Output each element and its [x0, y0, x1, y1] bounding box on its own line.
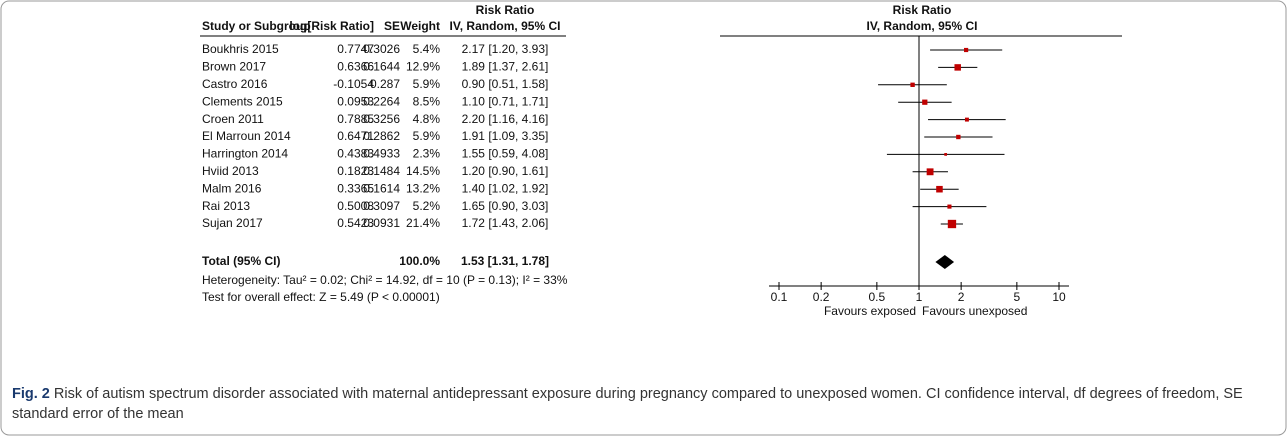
se: 0.2264: [363, 94, 400, 108]
se: 0.3097: [363, 199, 400, 213]
x-tick-label: 5: [1014, 290, 1021, 304]
log-rr: 0.5423: [337, 216, 374, 230]
x-tick-label: 0.1: [771, 290, 788, 304]
study-name: Clements 2015: [202, 94, 283, 108]
effect-square: [944, 153, 948, 156]
ci-label: 2.20 [1.16, 4.16]: [462, 112, 549, 126]
header: Weight: [400, 19, 440, 33]
log-rr: 0.7747: [337, 42, 374, 56]
weight: 12.9%: [406, 60, 440, 74]
header: Study or Subgroup: [202, 19, 311, 33]
ci-label: 1.20 [0.90, 1.61]: [462, 164, 549, 178]
effect-square: [922, 99, 928, 105]
ci-label: 1.65 [0.90, 3.03]: [462, 199, 549, 213]
weight: 21.4%: [406, 216, 440, 230]
ci-label: 1.10 [0.71, 1.71]: [462, 94, 549, 108]
weight: 13.2%: [406, 181, 440, 195]
se: 0.1614: [363, 181, 400, 195]
total-weight: 100.0%: [399, 254, 440, 268]
effect-square: [956, 134, 961, 140]
total-diamond: [935, 255, 955, 269]
effect-square: [964, 47, 969, 53]
study-name: Rai 2013: [202, 199, 250, 213]
weight: 5.9%: [413, 129, 441, 143]
ci-label: 1.91 [1.09, 3.35]: [462, 129, 549, 143]
weight: 5.4%: [413, 42, 441, 56]
weight: 2.3%: [413, 147, 441, 161]
study-name: El Marroun 2014: [202, 129, 291, 143]
caption: Fig. 2 Risk of autism spectrum disorder …: [12, 384, 1274, 424]
header: log[Risk Ratio]: [289, 19, 374, 33]
effect-square: [926, 168, 934, 176]
se: 0.1644: [363, 60, 400, 74]
log-rr: 0.1823: [337, 164, 374, 178]
x-tick-label: 1: [916, 290, 923, 304]
weight: 8.5%: [413, 94, 441, 108]
study-name: Malm 2016: [202, 181, 262, 195]
favours-right: Favours unexposed: [922, 304, 1027, 318]
weight: 4.8%: [413, 112, 441, 126]
favours-left: Favours exposed: [824, 304, 916, 318]
x-tick-label: 0.2: [813, 290, 830, 304]
log-rr: 0.5008: [337, 199, 374, 213]
log-rr: 0.4383: [337, 147, 374, 161]
se: 0.3026: [363, 42, 400, 56]
ci-label: 1.72 [1.43, 2.06]: [462, 216, 549, 230]
x-tick-label: 0.5: [869, 290, 886, 304]
header: Risk Ratio: [476, 3, 535, 17]
effect-square: [947, 219, 957, 229]
weight: 5.9%: [413, 77, 441, 91]
se: 0.2862: [363, 129, 400, 143]
ci-label: 1.55 [0.59, 4.08]: [462, 147, 549, 161]
study-name: Croen 2011: [202, 112, 264, 126]
heterogeneity: Heterogeneity: Tau² = 0.02; Chi² = 14.92…: [202, 273, 568, 287]
effect-square: [954, 64, 961, 71]
se: 0.3256: [363, 112, 400, 126]
study-name: Castro 2016: [202, 77, 268, 91]
header: Risk Ratio: [893, 3, 952, 17]
ci-label: 0.90 [0.51, 1.58]: [462, 77, 549, 91]
caption-label: Fig. 2: [12, 386, 50, 402]
effect-square: [910, 82, 915, 87]
ci-label: 1.40 [1.02, 1.92]: [462, 181, 549, 195]
effect-square: [964, 117, 969, 122]
se: 0.287: [370, 77, 400, 91]
weight: 14.5%: [406, 164, 440, 178]
log-rr: 0.6471: [337, 129, 374, 143]
header: IV, Random, 95% CI: [450, 19, 561, 33]
effect-square: [947, 204, 952, 209]
header: SE: [384, 19, 400, 33]
ci-label: 1.89 [1.37, 2.61]: [462, 60, 549, 74]
log-rr: 0.3365: [337, 181, 374, 195]
x-tick-label: 10: [1052, 290, 1066, 304]
total-label: Total (95% CI): [202, 254, 280, 268]
study-name: Hviid 2013: [202, 164, 259, 178]
se: 0.4933: [363, 147, 400, 161]
weight: 5.2%: [413, 199, 441, 213]
study-name: Harrington 2014: [202, 147, 288, 161]
log-rr: -0.1054: [333, 77, 374, 91]
study-name: Brown 2017: [202, 60, 266, 74]
study-name: Sujan 2017: [202, 216, 263, 230]
ci-label: 2.17 [1.20, 3.93]: [462, 42, 549, 56]
log-rr: 0.0953: [337, 94, 374, 108]
se: 0.1484: [363, 164, 400, 178]
caption-text: Risk of autism spectrum disorder associa…: [12, 386, 1243, 422]
se: 0.0931: [363, 216, 400, 230]
header: IV, Random, 95% CI: [867, 19, 978, 33]
x-tick-label: 2: [958, 290, 965, 304]
overall-effect: Test for overall effect: Z = 5.49 (P < 0…: [202, 290, 440, 304]
log-rr: 0.6366: [337, 60, 374, 74]
total-ci: 1.53 [1.31, 1.78]: [461, 254, 549, 268]
log-rr: 0.7885: [337, 112, 374, 126]
study-name: Boukhris 2015: [202, 42, 279, 56]
effect-square: [936, 185, 943, 193]
